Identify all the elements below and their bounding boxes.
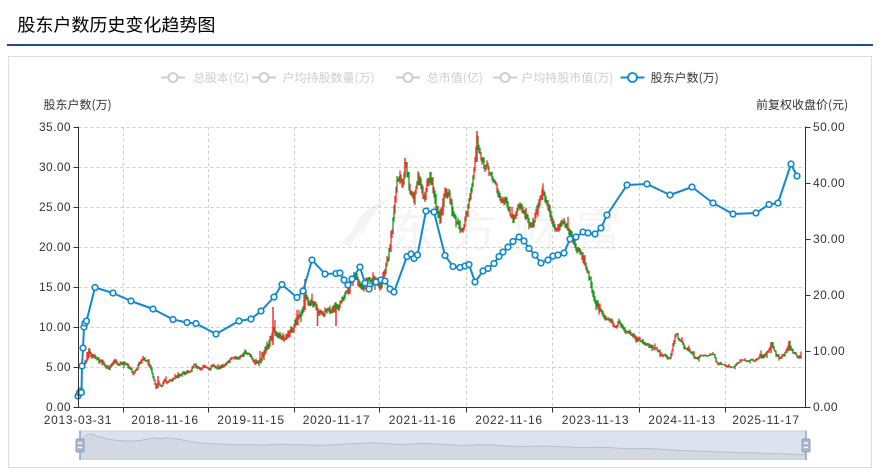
svg-text:25.00: 25.00 — [39, 200, 71, 214]
svg-text:40.00: 40.00 — [813, 176, 845, 190]
svg-text:30.00: 30.00 — [39, 160, 71, 174]
svg-text:50.00: 50.00 — [813, 120, 845, 134]
svg-text:5.00: 5.00 — [46, 360, 71, 374]
svg-text:2024-11-13: 2024-11-13 — [648, 413, 716, 427]
svg-text:0.00: 0.00 — [813, 400, 838, 414]
svg-text:2022-11-16: 2022-11-16 — [475, 413, 543, 427]
svg-text:2013-03-31: 2013-03-31 — [44, 413, 112, 427]
svg-text:10.00: 10.00 — [39, 320, 71, 334]
svg-text:10.00: 10.00 — [813, 344, 845, 358]
svg-text:2018-11-16: 2018-11-16 — [131, 413, 199, 427]
svg-text:20.00: 20.00 — [813, 288, 845, 302]
svg-text:0.00: 0.00 — [46, 400, 71, 414]
svg-text:2019-11-15: 2019-11-15 — [217, 413, 285, 427]
svg-text:20.00: 20.00 — [39, 240, 71, 254]
svg-text:35.00: 35.00 — [39, 120, 71, 134]
svg-text:15.00: 15.00 — [39, 280, 71, 294]
svg-text:2025-11-17: 2025-11-17 — [732, 413, 800, 427]
svg-text:2023-11-13: 2023-11-13 — [562, 413, 630, 427]
svg-text:2021-11-16: 2021-11-16 — [389, 413, 457, 427]
svg-text:30.00: 30.00 — [813, 232, 845, 246]
svg-text:2020-11-17: 2020-11-17 — [303, 413, 371, 427]
